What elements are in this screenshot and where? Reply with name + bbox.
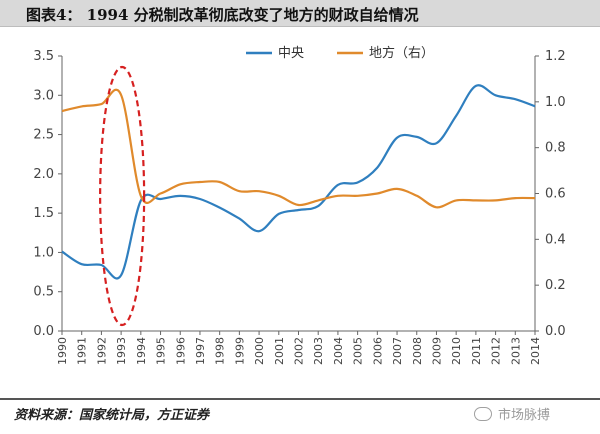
x-tick-label: 2011: [470, 337, 483, 365]
legend-label-local: 地方（右）: [369, 45, 434, 61]
x-tick-label: 2000: [253, 337, 266, 365]
highlight-ellipse-1993: [99, 65, 146, 327]
left-tick-label: 0.0: [33, 324, 54, 339]
x-tick-label: 2006: [371, 337, 384, 365]
x-tick-label: 2002: [293, 337, 306, 365]
chart-title: 图表4： 1994 分税制改革彻底改变了地方的财政自给情况: [26, 6, 419, 24]
left-tick-label: 0.5: [33, 285, 54, 300]
left-tick-label: 1.0: [33, 245, 54, 260]
x-tick-label: 2010: [450, 337, 463, 365]
x-tick-label: 2007: [391, 337, 404, 365]
left-tick-label: 3.0: [33, 88, 54, 103]
x-tick-label: 2005: [352, 337, 365, 365]
x-tick-label: 2009: [430, 337, 443, 365]
x-tick-label: 2014: [529, 337, 542, 365]
right-tick-label: 1.0: [545, 95, 566, 110]
legend-label-central: 中央: [278, 46, 304, 61]
wechat-icon: [474, 407, 492, 421]
x-tick-label: 1990: [56, 337, 69, 365]
x-tick-label: 2003: [312, 337, 325, 365]
left-tick-label: 3.5: [33, 49, 54, 64]
x-tick-label: 1995: [155, 337, 168, 365]
x-tick-label: 2008: [411, 337, 424, 365]
right-tick-label: 0.0: [545, 324, 566, 339]
source-divider: [0, 398, 600, 400]
x-tick-label: 2012: [490, 337, 503, 365]
x-tick-label: 2004: [332, 337, 345, 365]
left-tick-label: 2.5: [33, 128, 54, 143]
right-tick-label: 0.4: [545, 232, 566, 247]
x-tick-label: 1991: [76, 337, 89, 365]
x-tick-label: 1997: [194, 337, 207, 365]
source-note: 资料来源：国家统计局，方正证券: [14, 408, 210, 423]
x-tick-label: 1994: [135, 337, 148, 365]
chart: 0.0 0.5 1.0 1.5 2.0 2.5 3.0 3.5 0.0 0.2 0.4 0.6 0.8 1…: [33, 45, 566, 365]
watermark-text: 市场脉搏: [498, 408, 551, 423]
right-tick-label: 0.2: [545, 278, 566, 293]
x-tick-label: 1999: [233, 337, 246, 365]
title-bar: 图表4： 1994 分税制改革彻底改变了地方的财政自给情况: [0, 0, 600, 27]
right-tick-label: 0.8: [545, 141, 566, 156]
watermark: 市场脉搏: [474, 404, 550, 423]
series-line-local: [61, 88, 536, 209]
left-tick-label: 1.5: [33, 206, 54, 221]
x-tick-label: 1998: [214, 337, 227, 365]
series-line-central: [61, 84, 536, 280]
right-tick-label: 0.6: [545, 187, 566, 202]
x-tick-label: 1992: [95, 337, 108, 365]
left-tick-label: 2.0: [33, 167, 54, 182]
x-tick-label: 1996: [174, 337, 187, 365]
x-tick-label: 2001: [273, 337, 286, 365]
x-tick-label: 2013: [509, 337, 522, 365]
right-tick-label: 1.2: [545, 49, 566, 64]
x-tick-label: 1993: [115, 337, 128, 365]
